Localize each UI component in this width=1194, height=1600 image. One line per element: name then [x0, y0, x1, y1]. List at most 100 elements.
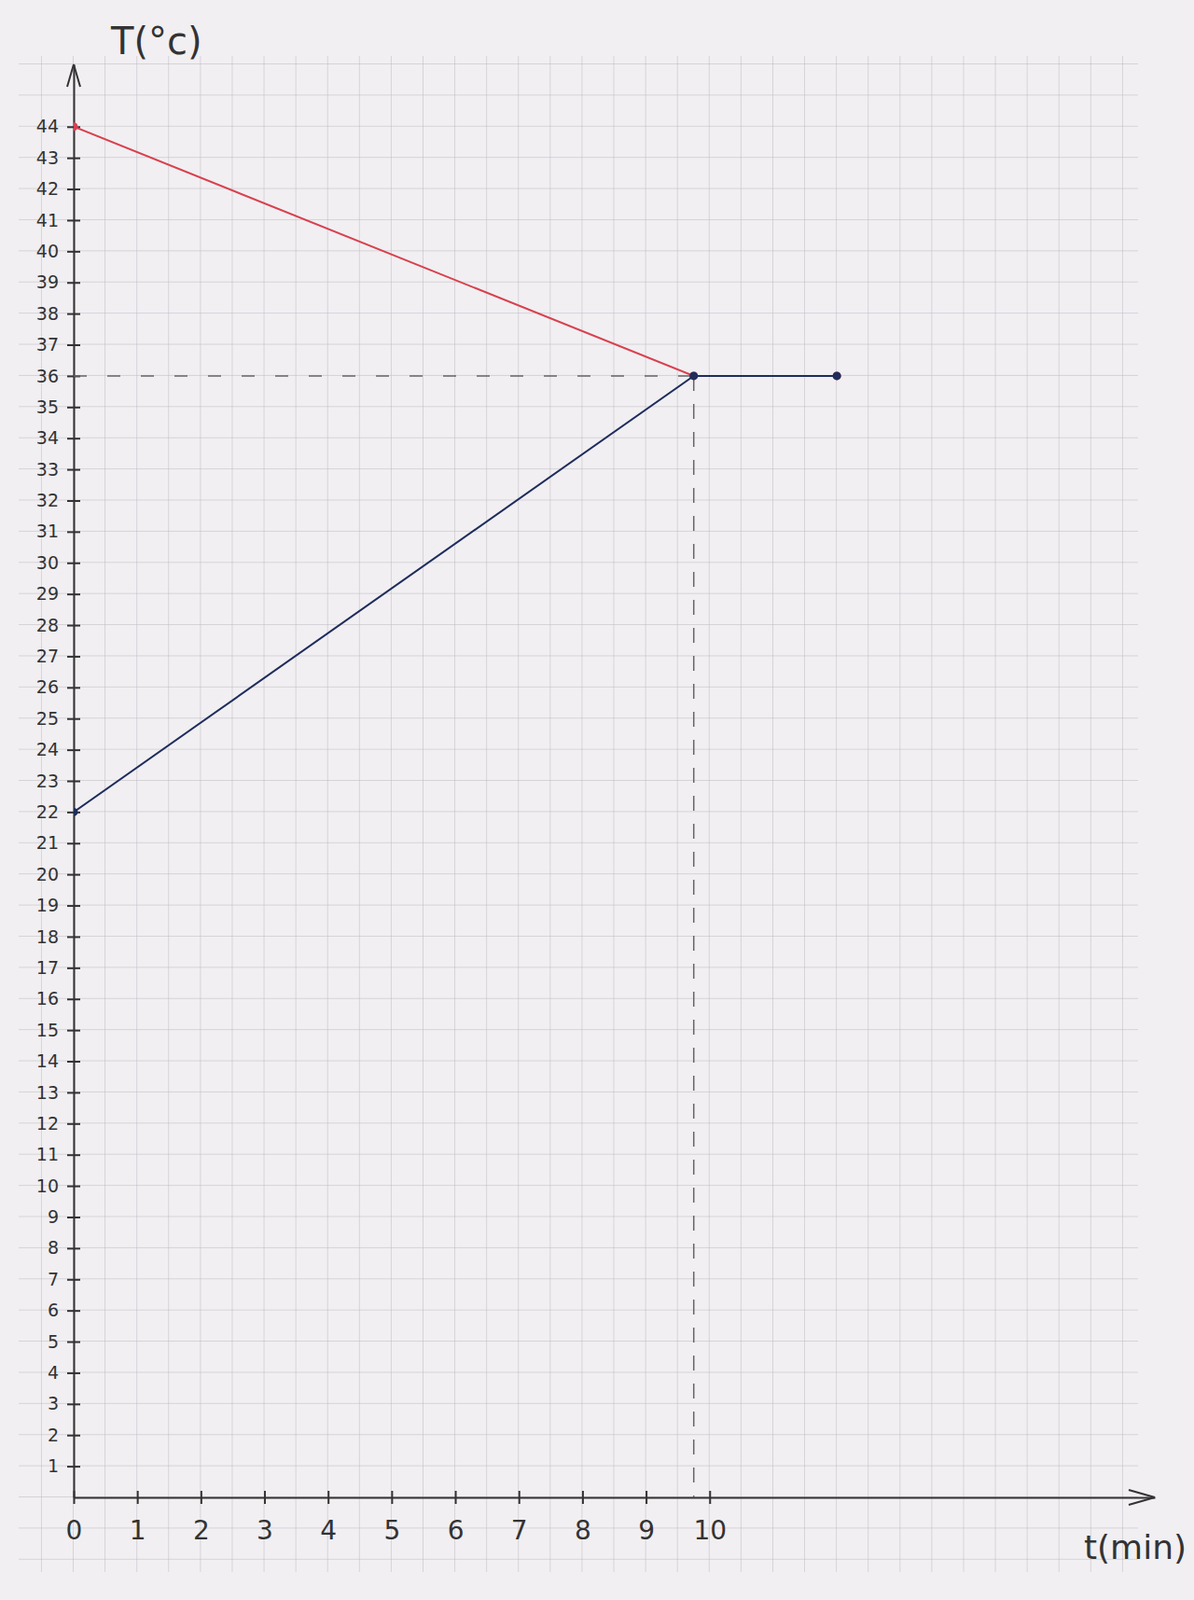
x-axis-title: t(min) [1083, 1527, 1187, 1567]
y-tick-label: 18 [36, 926, 59, 947]
y-tick-mark [67, 1123, 81, 1125]
x-tick: 4 [319, 1490, 337, 1546]
x-tick: 0 [66, 1490, 84, 1546]
y-tick-label: 35 [36, 396, 59, 417]
series-marker [833, 371, 842, 380]
y-tick-label: 32 [36, 489, 59, 511]
y-tick-mark [67, 593, 81, 596]
x-tick-label: 3 [256, 1514, 274, 1546]
marks [73, 122, 842, 1498]
y-tick-mark [67, 686, 81, 689]
y-tick-mark [67, 157, 81, 160]
y-tick-label: 3 [47, 1392, 59, 1414]
y-tick-mark [67, 406, 81, 409]
y-tick-mark [67, 499, 81, 502]
x-tick-mark [327, 1490, 330, 1504]
y-tick-mark [67, 624, 81, 627]
y-tick: 44 [36, 115, 81, 137]
y-tick-mark [67, 219, 81, 222]
y-tick-mark [67, 188, 81, 191]
y-tick-mark [67, 1372, 81, 1375]
y-tick-label: 38 [36, 303, 59, 324]
series-marker [689, 371, 698, 380]
x-tick-label: 2 [193, 1514, 210, 1546]
y-tick-label: 11 [36, 1143, 59, 1165]
y-tick: 35 [36, 396, 81, 417]
y-tick: 19 [36, 894, 81, 916]
series-marker [833, 371, 842, 380]
x-tick: 10 [693, 1490, 727, 1546]
y-tick-label: 20 [36, 863, 59, 885]
y-tick-label: 23 [36, 770, 59, 792]
y-tick: 33 [36, 458, 81, 480]
y-tick-mark [67, 998, 81, 1000]
y-tick-label: 40 [36, 240, 59, 262]
x-tick: 5 [383, 1490, 401, 1546]
y-tick-mark [67, 842, 81, 845]
y-tick-mark [67, 281, 81, 284]
y-tick: 4 [47, 1361, 81, 1383]
y-tick-mark [67, 1153, 81, 1156]
x-axis: 012345678910 [66, 1490, 1156, 1546]
y-tick-label: 10 [36, 1175, 59, 1196]
plot: 0123456789101234567891011121314151617181… [36, 64, 1156, 1546]
y-tick-label: 37 [36, 333, 59, 355]
y-tick-label: 41 [36, 209, 59, 231]
series-marker [689, 371, 698, 380]
y-tick-mark [67, 530, 81, 533]
x-tick-mark [263, 1490, 266, 1504]
y-tick: 29 [36, 583, 81, 604]
y-tick-label: 17 [36, 957, 59, 978]
y-tick-mark [67, 313, 81, 316]
x-tick-label: 1 [129, 1514, 147, 1546]
y-tick-label: 30 [36, 552, 59, 573]
y-tick-label: 7 [47, 1268, 59, 1290]
y-tick: 26 [36, 676, 81, 697]
y-tick: 16 [36, 987, 81, 1009]
y-tick-label: 12 [36, 1112, 59, 1134]
y-tick-label: 13 [36, 1081, 59, 1102]
x-tick-label: 8 [574, 1514, 592, 1546]
y-tick: 18 [36, 926, 81, 947]
y-tick: 5 [47, 1331, 81, 1352]
x-tick: 9 [638, 1490, 655, 1546]
y-tick-mark [67, 1465, 81, 1468]
y-tick: 12 [36, 1112, 81, 1134]
y-tick: 23 [36, 770, 81, 792]
y-tick: 42 [36, 178, 81, 199]
y-tick-label: 4 [47, 1361, 59, 1383]
y-tick: 34 [36, 427, 81, 448]
y-tick-mark [67, 967, 81, 970]
x-tick-mark [200, 1490, 203, 1504]
y-tick-label: 28 [36, 614, 59, 636]
x-tick: 7 [511, 1490, 528, 1546]
y-tick-mark [67, 1091, 81, 1094]
y-tick-label: 29 [36, 583, 59, 604]
y-tick: 17 [36, 957, 81, 978]
y-tick-mark [67, 250, 81, 253]
y-tick: 39 [36, 271, 81, 292]
y-tick-label: 25 [36, 708, 59, 729]
x-tick-label: 0 [66, 1514, 84, 1546]
y-tick-label: 39 [36, 271, 59, 292]
y-tick: 8 [47, 1236, 81, 1258]
y-tick: 14 [36, 1050, 81, 1071]
y-tick-label: 27 [36, 645, 59, 667]
y-tick-label: 5 [47, 1331, 59, 1352]
x-tick-mark [137, 1490, 139, 1504]
y-tick: 27 [36, 645, 81, 667]
y-tick-mark [67, 935, 81, 938]
y-tick-label: 42 [36, 178, 59, 199]
x-tick-label: 4 [319, 1514, 337, 1546]
x-axis-arrow [1128, 1489, 1155, 1505]
y-tick-label: 15 [36, 1019, 59, 1041]
y-tick-mark [67, 1341, 81, 1344]
y-tick: 3 [47, 1392, 81, 1414]
y-tick-label: 44 [36, 115, 59, 137]
y-tick-mark [67, 718, 81, 721]
y-tick-label: 19 [36, 894, 59, 916]
y-tick-mark [67, 437, 81, 440]
y-tick: 43 [36, 147, 81, 168]
y-tick-label: 33 [36, 458, 59, 480]
x-tick-label: 9 [638, 1514, 655, 1546]
